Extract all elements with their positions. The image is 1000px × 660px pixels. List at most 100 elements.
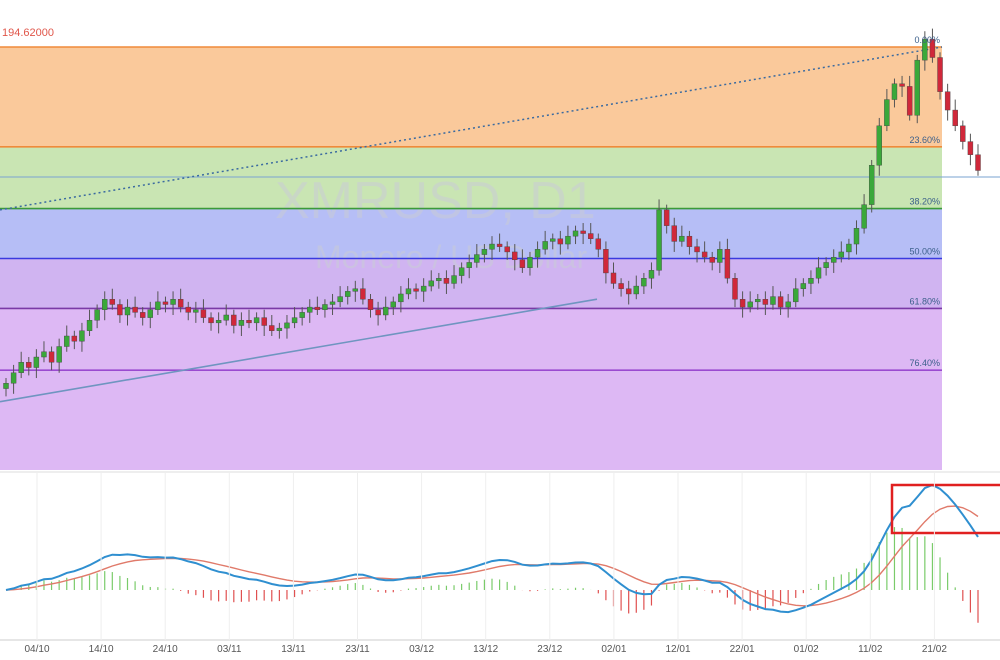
- candle: [717, 241, 723, 273]
- bullish-candle-body: [527, 256, 533, 268]
- bullish-candle-body: [747, 301, 753, 308]
- bullish-candle-body: [838, 251, 845, 258]
- bullish-candle-body: [679, 235, 685, 242]
- bullish-candle-body: [276, 327, 283, 331]
- candle: [155, 291, 161, 315]
- bullish-candle-body: [299, 312, 305, 318]
- candle: [679, 225, 685, 247]
- bullish-candle-body: [223, 314, 229, 321]
- bearish-candle-body: [610, 272, 617, 284]
- fibonacci-lines: [0, 46, 1000, 371]
- bearish-candle-body: [496, 243, 503, 247]
- candle: [603, 241, 609, 284]
- bullish-candle-body: [823, 262, 829, 268]
- bullish-candle-body: [337, 296, 343, 303]
- candle: [64, 325, 70, 352]
- bearish-candle-body: [625, 288, 632, 295]
- candle: [793, 278, 799, 308]
- bearish-candle-body: [777, 296, 784, 308]
- candle: [170, 291, 176, 315]
- bullish-candle-body: [345, 291, 351, 297]
- bearish-candle-body: [48, 351, 55, 363]
- candle: [565, 225, 571, 250]
- candle: [868, 159, 875, 213]
- candle: [853, 220, 860, 255]
- candle: [253, 312, 260, 331]
- bearish-candle-body: [109, 299, 116, 305]
- bearish-candle-body: [694, 246, 700, 253]
- bullish-candle-body: [124, 306, 131, 316]
- bullish-candle-body: [253, 317, 260, 324]
- candle: [739, 291, 746, 318]
- candle: [800, 278, 807, 297]
- x-tick-label: 21/02: [922, 644, 947, 655]
- candle: [41, 341, 47, 363]
- bearish-candle-body: [709, 256, 715, 263]
- candle: [102, 291, 108, 321]
- candle: [352, 280, 359, 302]
- bearish-candle-body: [231, 314, 237, 326]
- bearish-candle-body: [671, 225, 677, 242]
- candle: [200, 299, 207, 323]
- bullish-candle-body: [846, 243, 852, 253]
- candle: [519, 249, 526, 273]
- candle: [656, 199, 662, 276]
- bearish-candle-body: [663, 209, 670, 226]
- fib-band: [0, 47, 942, 147]
- bearish-candle-body: [269, 325, 275, 331]
- bearish-candle-body: [588, 233, 594, 239]
- bearish-candle-body: [724, 249, 731, 279]
- bullish-candle-body: [18, 362, 24, 373]
- candle: [276, 322, 283, 339]
- candle: [269, 314, 275, 337]
- bearish-candle-body: [71, 335, 78, 342]
- bullish-candle-body: [284, 322, 290, 329]
- bullish-candle-body: [861, 204, 867, 229]
- bullish-candle-body: [291, 317, 298, 324]
- candle: [398, 286, 404, 313]
- candle: [466, 254, 472, 279]
- x-tick-label: 01/02: [794, 644, 819, 655]
- candle: [314, 296, 321, 315]
- candle: [489, 236, 495, 260]
- bullish-candle-body: [755, 299, 761, 303]
- support-trendline: [0, 298, 598, 403]
- candle: [755, 293, 761, 310]
- candle: [618, 278, 624, 297]
- candle: [162, 296, 169, 313]
- candle: [246, 309, 252, 329]
- bearish-candle-body: [367, 299, 374, 310]
- bearish-candle-body: [603, 249, 609, 274]
- bullish-candle-body: [474, 254, 480, 263]
- bullish-candle-body: [155, 301, 161, 310]
- bearish-candle-body: [360, 288, 366, 300]
- candle: [94, 304, 100, 329]
- candle: [884, 89, 890, 132]
- bullish-candle-body: [56, 346, 62, 363]
- candle: [633, 275, 639, 300]
- bullish-candle-body: [102, 299, 108, 310]
- bearish-candle-body: [732, 278, 738, 300]
- candle: [625, 280, 632, 305]
- fib-band: [0, 208, 942, 259]
- bearish-candle-body: [952, 109, 958, 127]
- candle: [922, 31, 928, 71]
- candlestick-series: [3, 28, 981, 397]
- candle: [223, 304, 229, 326]
- bearish-candle-body: [413, 288, 419, 292]
- candle: [367, 293, 374, 318]
- candle: [891, 78, 898, 108]
- candle: [481, 244, 488, 263]
- bullish-candle-body: [876, 125, 882, 166]
- candle: [345, 286, 351, 305]
- candle: [527, 251, 533, 276]
- bullish-candle-body: [565, 235, 571, 245]
- candle: [360, 278, 366, 305]
- watermark-subtitle: Monero / US Dollar: [315, 239, 587, 275]
- candle: [724, 238, 731, 284]
- fib-level-label: 50.00%: [909, 247, 940, 257]
- bullish-candle-body: [10, 372, 17, 384]
- candle: [307, 299, 313, 323]
- candle: [846, 238, 852, 260]
- bearish-candle-body: [519, 259, 526, 268]
